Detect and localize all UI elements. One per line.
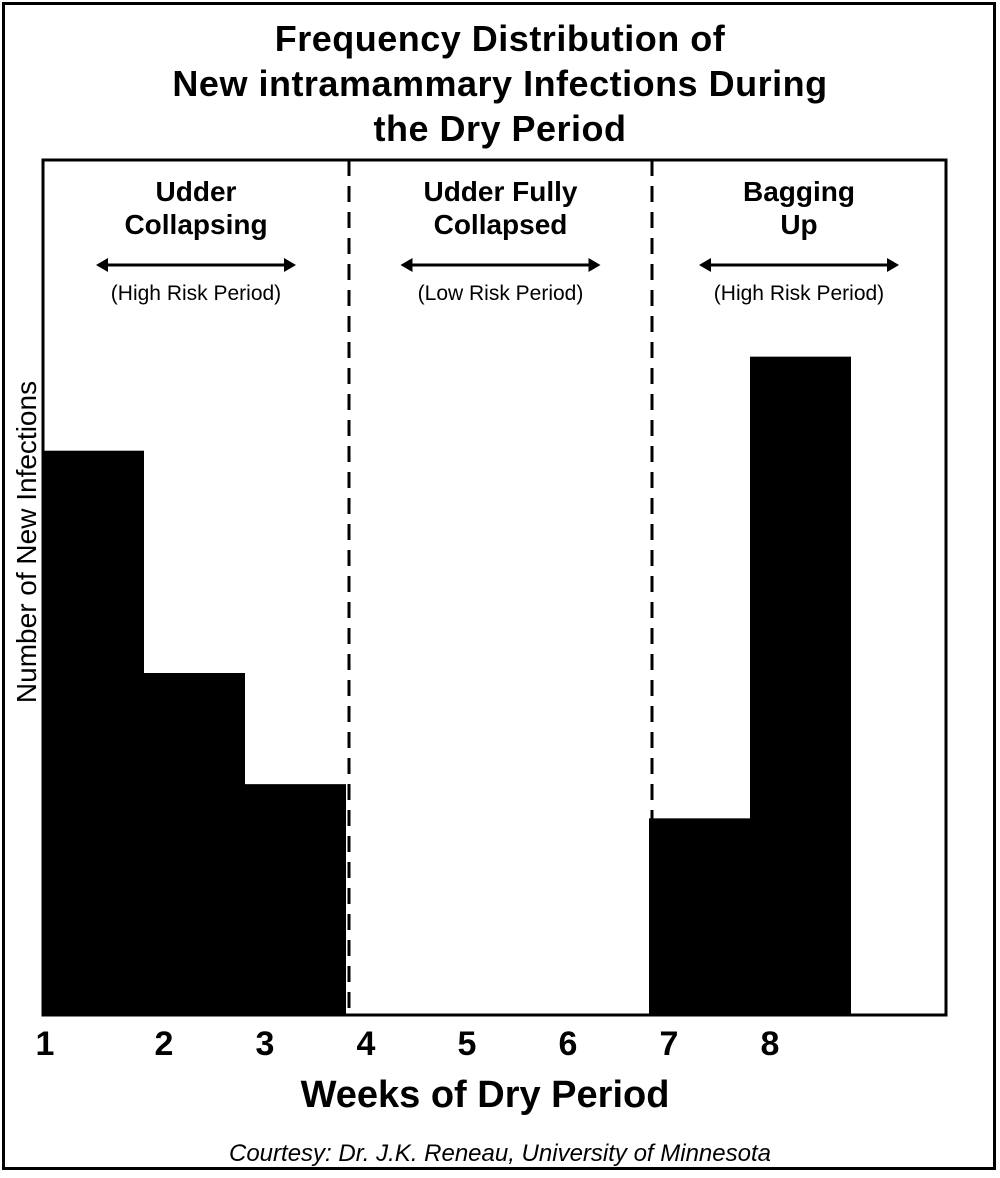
region-1-arrow-head-left (96, 258, 108, 272)
bar-4 (649, 818, 750, 1015)
x-tick-label-6: 6 (559, 1025, 578, 1063)
chart-title-line-1: Frequency Distribution of (274, 18, 726, 59)
bar-1 (43, 450, 144, 1015)
chart-title-line-2: New intramammary Infections During (172, 63, 828, 104)
region-3-label-line-2: Up (780, 209, 817, 240)
region-3-arrow-head-right (887, 258, 899, 272)
x-tick-label-7: 7 (660, 1025, 679, 1063)
credit-text: Courtesy: Dr. J.K. Reneau, University of… (229, 1140, 771, 1167)
region-3-arrow-head-left (699, 258, 711, 272)
x-tick-label-3: 3 (256, 1025, 275, 1063)
x-tick-labels: 1 2 3 4 5 6 7 8 (36, 1025, 780, 1063)
bar-2 (144, 673, 245, 1015)
region-2-arrow-head-right (588, 258, 601, 272)
region-2-risk-label: (Low Risk Period) (418, 282, 584, 305)
x-tick-label-4: 4 (357, 1025, 376, 1063)
bar-3 (245, 784, 346, 1015)
region-3-label-line-1: Bagging (743, 176, 855, 207)
region-2-label-line-2: Collapsed (434, 209, 568, 240)
region-2-label-line-1: Udder Fully (423, 176, 577, 207)
x-tick-label-8: 8 (761, 1025, 780, 1063)
y-axis-label: Number of New Infections (11, 381, 42, 703)
x-tick-label-5: 5 (458, 1025, 477, 1063)
x-tick-label-1: 1 (36, 1025, 55, 1063)
chart-title-line-3: the Dry Period (373, 108, 627, 149)
region-1-label-line-1: Udder (156, 176, 237, 207)
x-axis-label: Weeks of Dry Period (301, 1074, 670, 1116)
region-3-risk-label: (High Risk Period) (714, 282, 884, 305)
x-tick-label-2: 2 (155, 1025, 174, 1063)
region-1-risk-label: (High Risk Period) (111, 282, 281, 305)
region-2-arrow-head-left (400, 258, 413, 272)
dividers-layer (347, 160, 654, 1015)
region-1-label-line-2: Collapsing (124, 209, 267, 240)
region-1-arrow-head-right (284, 258, 296, 272)
bars-layer (43, 356, 851, 1015)
bar-5 (750, 356, 851, 1015)
